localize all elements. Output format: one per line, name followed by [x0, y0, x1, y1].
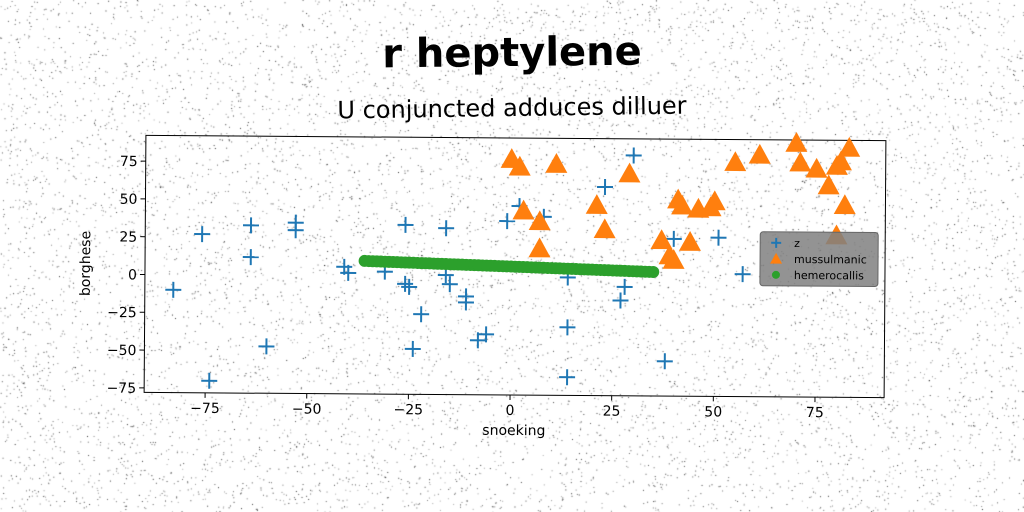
z-point: [625, 147, 642, 164]
x-ticks: −75 −50 −25 0 25 50 75: [190, 392, 824, 421]
z-point: [665, 230, 682, 247]
x-tick-label: 0: [505, 403, 514, 419]
z-point: [413, 306, 430, 323]
z-point: [457, 294, 474, 311]
axes-group: −75 −50 −25 0 25 50 75 −75 −50 −25 0 25 50 75 z mussu…: [78, 131, 887, 439]
x-tick-label: 25: [603, 404, 621, 420]
x-axis-label: snoeking: [482, 423, 545, 439]
y-tick-label: −25: [107, 305, 137, 321]
mussulmanic-point: [833, 194, 856, 215]
mussulmanic-point: [829, 150, 852, 171]
mussulmanic-point: [585, 194, 608, 214]
z-point: [469, 332, 486, 349]
x-tick-label: 75: [806, 405, 824, 421]
mussulmanic-point: [789, 151, 812, 172]
y-tick-label: −75: [107, 381, 137, 397]
x-tick-label: 50: [704, 404, 722, 420]
z-point: [258, 338, 275, 355]
mussulmanic-point: [528, 237, 551, 258]
plot-frame: [143, 134, 887, 399]
z-point: [656, 353, 673, 370]
z-point: [478, 326, 495, 343]
mussulmanic-point: [528, 210, 551, 231]
hemerocallis-point: [647, 266, 660, 279]
y-tick-label: −50: [107, 343, 137, 359]
z-point: [340, 264, 357, 281]
legend-box: [759, 231, 879, 288]
data-marks: [165, 131, 861, 389]
mussulmanic-point: [662, 249, 685, 269]
mussulmanic-point: [545, 152, 568, 173]
z-point: [710, 229, 727, 246]
legend-marker-z: [771, 237, 782, 248]
z-point: [201, 372, 218, 389]
mussulmanic-point: [508, 155, 531, 176]
x-tick-label: −25: [393, 402, 423, 418]
y-tick-label: 0: [128, 267, 137, 283]
legend: z mussulmanic hemerocallis: [759, 231, 879, 288]
z-point: [734, 266, 751, 283]
z-point: [165, 281, 182, 298]
mussulmanic-point: [650, 229, 673, 250]
z-point: [597, 178, 614, 196]
mussulmanic-point: [724, 151, 747, 172]
z-point: [404, 340, 421, 357]
z-point: [559, 319, 576, 336]
y-tick-label: 25: [119, 230, 137, 246]
mussulmanic-point: [785, 131, 808, 152]
mussulmanic-point: [838, 136, 861, 157]
y-tick-label: 50: [120, 192, 138, 208]
legend-marker-mussulmanic: [770, 252, 783, 264]
z-point: [397, 216, 414, 233]
z-point: [441, 276, 458, 293]
z-point: [438, 220, 455, 237]
z-point: [612, 292, 629, 309]
x-tick-label: −50: [292, 401, 322, 417]
z-point: [242, 217, 260, 234]
y-ticks: −75 −50 −25 0 25 50 75: [107, 154, 146, 397]
z-point: [559, 369, 576, 386]
z-point: [397, 275, 414, 292]
mussulmanic-point: [671, 194, 694, 215]
mussulmanic-point: [805, 157, 828, 178]
mussulmanic-point: [748, 143, 771, 164]
legend-label: mussulmanic: [794, 253, 867, 267]
z-point: [287, 222, 304, 239]
mussulmanic-point: [703, 190, 726, 211]
z-point: [194, 226, 211, 243]
legend-label: z: [794, 237, 800, 250]
x-tick-label: −75: [190, 401, 220, 417]
mussulmanic-point: [512, 199, 535, 220]
z-point: [499, 213, 516, 230]
mussulmanic-point: [593, 218, 616, 239]
z-point: [401, 278, 418, 295]
y-tick-label: 75: [120, 154, 138, 170]
mussulmanic-point: [817, 174, 840, 195]
z-point: [616, 278, 633, 295]
z-point: [242, 249, 259, 266]
legend-marker-hemerocallis: [771, 270, 780, 279]
mussulmanic-point: [618, 162, 641, 183]
y-axis-label: borghese: [78, 231, 94, 296]
mussulmanic-point: [678, 231, 701, 251]
legend-label: hemerocallis: [794, 269, 864, 282]
